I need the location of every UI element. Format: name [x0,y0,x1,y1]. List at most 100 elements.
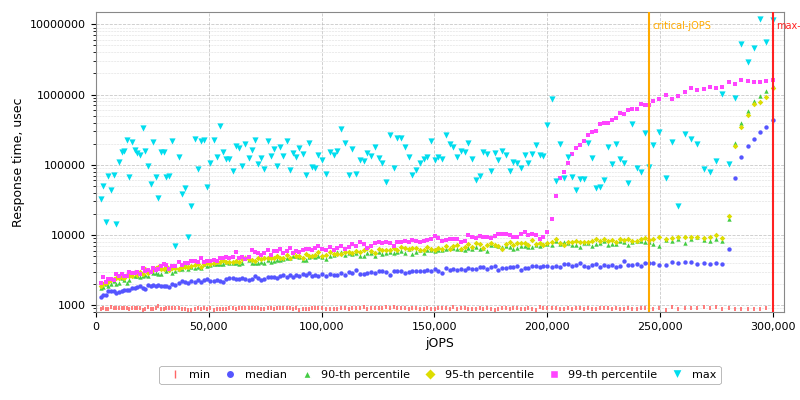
Point [102,283,115,290]
Point [443,306,456,312]
Point [162,173,175,179]
Point [246,276,258,282]
Point [514,306,527,312]
Point [586,306,598,312]
Point [169,281,182,288]
Point [425,236,438,242]
Point [503,264,516,270]
Point [570,304,582,311]
Point [249,304,262,311]
Point [421,305,434,312]
Point [672,236,685,242]
Point [653,305,666,312]
Point [306,253,318,260]
Point [380,304,393,310]
Point [230,260,242,266]
Point [622,236,635,242]
Point [630,238,643,244]
Point [634,238,647,244]
Point [296,257,309,263]
Point [201,257,214,264]
Point [191,264,204,270]
Point [414,246,426,253]
Point [121,280,134,286]
Point [685,234,698,241]
Point [638,130,651,137]
Point [642,260,655,266]
Point [716,90,729,97]
Point [372,305,385,311]
Point [150,305,162,311]
Point [299,272,312,279]
Point [470,244,482,251]
Point [391,247,404,253]
Point [226,168,239,174]
Point [236,304,249,311]
Point [118,304,130,311]
Point [312,249,325,255]
Point [226,260,239,266]
Point [299,250,312,257]
Point [102,173,115,179]
Point [590,236,602,242]
Point [290,252,302,259]
Point [642,305,655,312]
Point [267,248,280,254]
Point [368,305,381,312]
Point [659,262,672,268]
Point [503,239,516,246]
Point [417,247,430,253]
Point [357,304,370,310]
Point [417,306,430,312]
Point [309,165,322,172]
Point [226,254,239,260]
Point [191,166,204,172]
Point [729,306,742,312]
Point [697,237,710,244]
Point [372,155,385,161]
Point [323,252,336,259]
Point [286,250,299,256]
Point [541,229,554,235]
Point [622,262,635,268]
Point [697,166,710,172]
Point [361,306,374,312]
Point [136,306,149,313]
Point [185,306,198,313]
Point [703,84,716,90]
Point [562,238,574,245]
Point [618,258,631,265]
Point [118,148,130,154]
Point [121,273,134,279]
Point [530,241,542,247]
Point [499,231,512,237]
Point [280,274,293,280]
Point [394,305,407,311]
Point [110,220,122,227]
Point [150,267,162,273]
Point [207,307,220,313]
Point [458,238,471,244]
Point [315,252,328,259]
Point [474,240,486,247]
Point [296,151,309,158]
Point [410,238,422,244]
Point [102,288,115,294]
Point [414,246,426,253]
Point [210,305,223,312]
Point [302,306,315,312]
Point [703,234,716,240]
Point [249,257,262,264]
Point [270,275,283,281]
Point [451,242,464,248]
Point [293,253,306,259]
Point [334,270,347,276]
Point [634,304,647,311]
Point [503,243,516,250]
Point [470,177,482,184]
Point [258,250,270,256]
Point [447,304,460,311]
Point [264,274,277,280]
Point [406,250,418,257]
Point [436,246,449,252]
